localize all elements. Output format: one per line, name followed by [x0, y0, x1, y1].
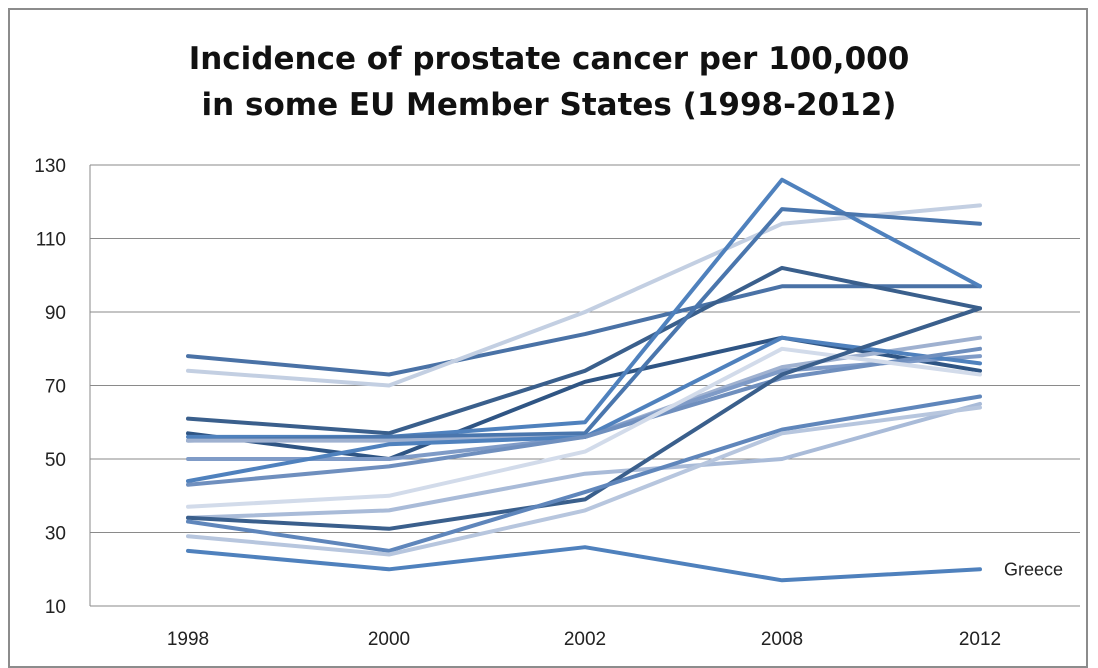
- y-tick-label: 50: [45, 450, 66, 471]
- y-tick-label: 130: [34, 156, 66, 177]
- series-line: [186, 335, 982, 461]
- x-axis: 1998 2000 2002 2008 2012: [167, 629, 1001, 650]
- series-line: [186, 207, 982, 443]
- y-tick-label: 90: [45, 303, 66, 324]
- x-tick-label: 2000: [368, 629, 410, 650]
- y-tick-label: 30: [45, 524, 66, 545]
- series-line: [186, 284, 982, 377]
- series-line: [186, 405, 982, 557]
- x-tick-label: 2012: [959, 629, 1001, 650]
- chart-frame: [8, 8, 1088, 668]
- y-tick-label: 70: [45, 377, 66, 398]
- y-tick-label: 10: [45, 597, 66, 618]
- series-line-greece: [186, 545, 982, 583]
- y-tick-label: 110: [36, 230, 66, 251]
- series-label-greece: Greece: [1004, 559, 1063, 579]
- series-labels: Greece: [1004, 559, 1063, 579]
- series-line: [186, 401, 982, 520]
- series-line: [186, 265, 982, 436]
- chart-title-line2: in some EU Member States (1998-2012): [201, 87, 897, 123]
- series-line: [186, 335, 982, 443]
- series-line: [186, 346, 982, 509]
- x-tick-label: 2008: [761, 629, 803, 650]
- series-line: [186, 203, 982, 388]
- series-line: [186, 394, 982, 553]
- series-line: [186, 306, 982, 531]
- series-line: [186, 346, 982, 487]
- y-axis: 10 30 50 70 90 110 130: [34, 156, 91, 618]
- x-tick-label: 2002: [564, 629, 606, 650]
- series-lines: [186, 177, 982, 583]
- x-tick-label: 1998: [167, 629, 209, 650]
- chart-title: Incidence of prostate cancer per 100,000…: [0, 36, 1098, 128]
- chart-title-line1: Incidence of prostate cancer per 100,000: [188, 41, 910, 77]
